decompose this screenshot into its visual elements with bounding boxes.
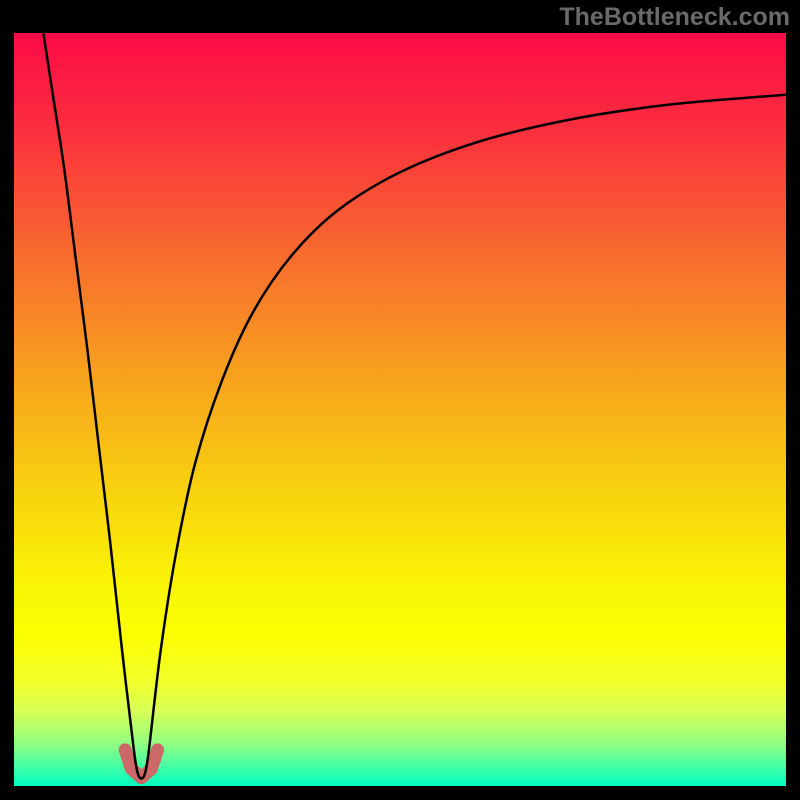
valley-marker — [125, 750, 157, 778]
watermark-text: TheBottleneck.com — [559, 3, 790, 32]
bottleneck-curve — [43, 33, 786, 778]
curve-layer — [14, 33, 786, 786]
chart-frame: TheBottleneck.com — [0, 0, 800, 800]
plot-area — [14, 33, 786, 786]
